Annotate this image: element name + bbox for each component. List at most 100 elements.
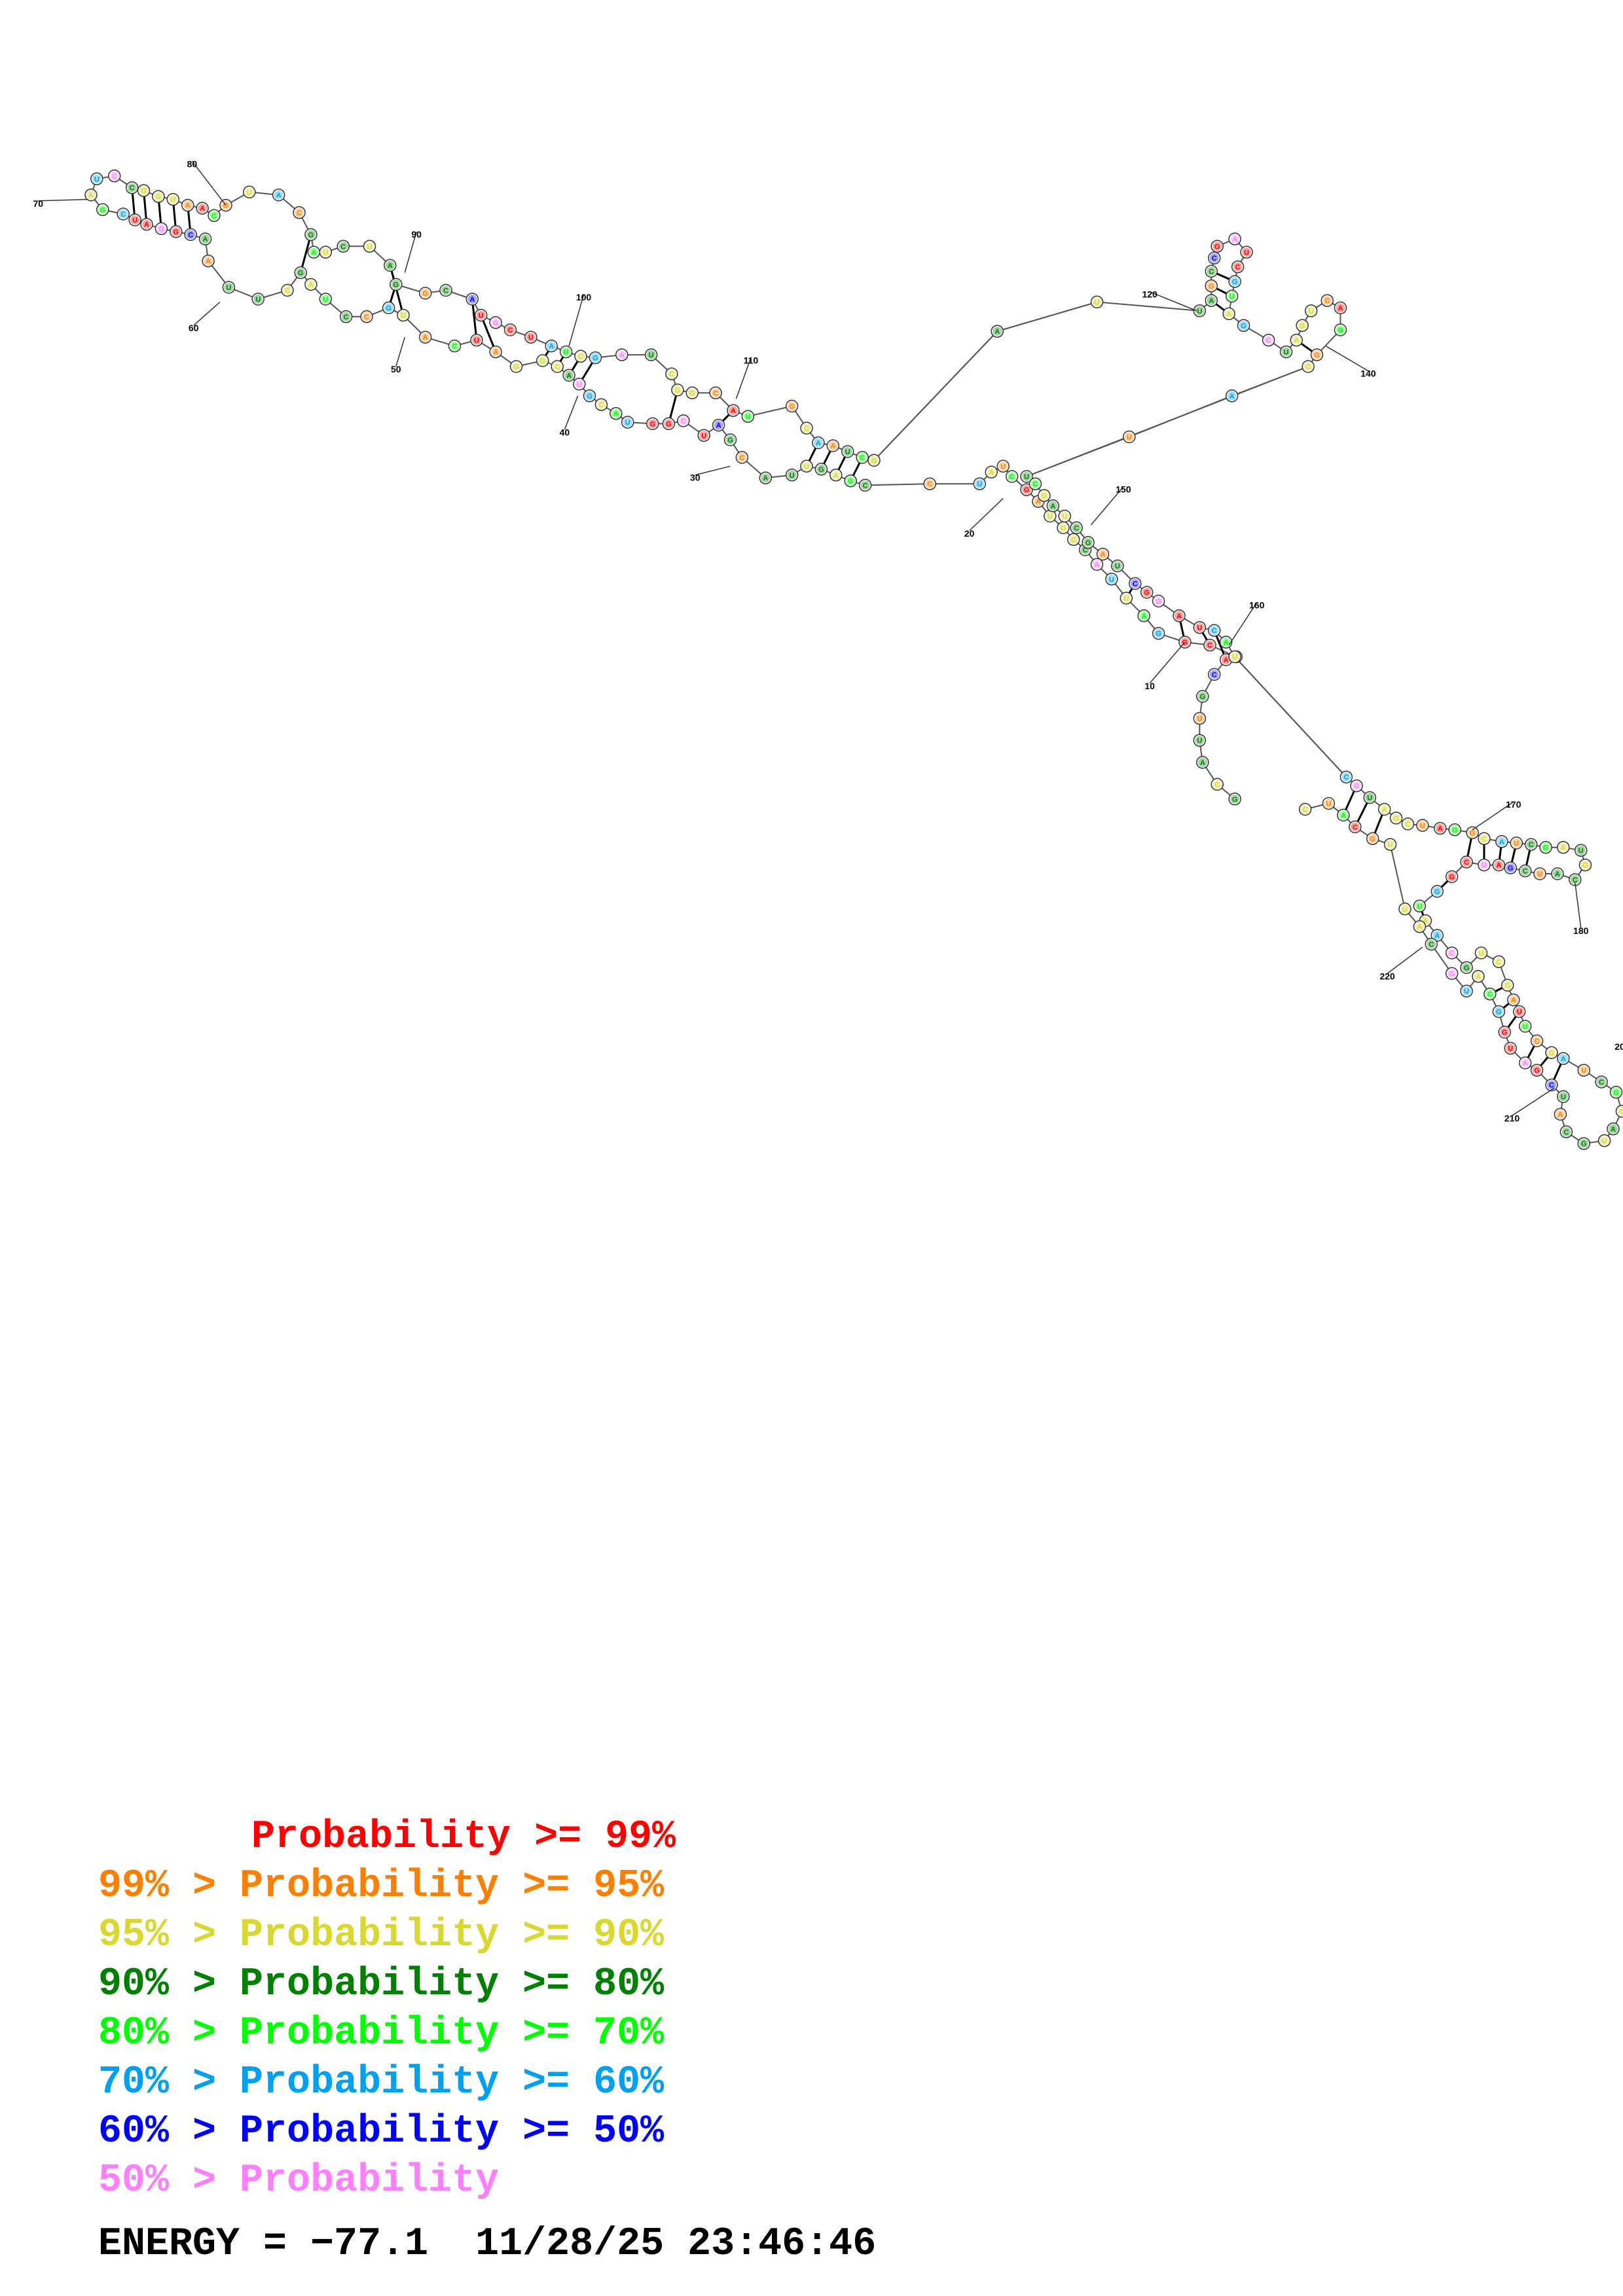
nucleotide-node: C [184, 228, 197, 242]
nucleotide-node: U [1322, 797, 1336, 810]
nucleotide-node: C [1340, 770, 1353, 783]
nucleotide-node: A [1431, 929, 1444, 942]
legend-row-p60: 70% > Probability >= 60% [98, 2058, 676, 2108]
nucleotide-letter: G [1581, 1140, 1587, 1148]
nucleotide-letter: U [1561, 1094, 1566, 1102]
nucleotide-letter: G [1434, 888, 1440, 896]
nucleotide-node: G [1237, 319, 1250, 332]
nucleotide-letter: A [716, 422, 721, 430]
nucleotide-node: U [1111, 559, 1124, 573]
legend-text: Probability [240, 2159, 500, 2203]
nucleotide-node: A [1506, 993, 1520, 1007]
nucleotide-letter: A [493, 349, 498, 357]
base-pair-line [299, 234, 312, 274]
nucleotide-node: C [677, 414, 690, 427]
nucleotide-node: U [644, 348, 658, 361]
nucleotide-letter: C [1343, 774, 1349, 781]
nucleotide-node: G [1366, 832, 1379, 846]
nucleotide-letter: A [144, 221, 149, 229]
nucleotide-node: G [1020, 483, 1033, 496]
nucleotide-node: C [360, 310, 373, 323]
nucleotide-letter: U [1388, 841, 1393, 849]
base-pair-line [471, 298, 478, 340]
nucleotide-letter: A [1338, 304, 1343, 312]
nucleotide-node: A [826, 439, 840, 452]
nucleotide-node: G [1492, 1005, 1506, 1018]
legend-row-below: 50% > Probability [98, 2157, 676, 2206]
position-label: 80 [187, 158, 198, 169]
nucleotide-node: A [991, 325, 1004, 338]
nucleotide-node: C [709, 386, 722, 400]
legend-row-p70: 80% > Probability >= 70% [98, 2009, 676, 2058]
nucleotide-node: A [140, 217, 153, 231]
nucleotide-node: A [545, 339, 558, 353]
nucleotide-letter: A [1224, 639, 1229, 647]
nucleotide-node: A [1137, 609, 1150, 622]
nucleotide-letter: A [830, 442, 835, 450]
nucleotide-letter: C [860, 454, 865, 462]
nucleotide-letter: G [1449, 874, 1455, 882]
position-tick [38, 198, 88, 202]
nucleotide-node: C [1595, 1075, 1608, 1088]
nucleotide-node: U [996, 459, 1010, 473]
nucleotide-letter: U [1127, 434, 1132, 442]
nucleotide-letter: A [1434, 932, 1440, 940]
nucleotide-letter: C [1487, 991, 1493, 999]
nucleotide-letter: G [1209, 283, 1214, 291]
nucleotide-node: C [1518, 864, 1532, 878]
nucleotide-node: U [1460, 984, 1473, 997]
nucleotide-letter: G [493, 319, 499, 327]
position-tick [1228, 602, 1258, 646]
nucleotide-node: U [1597, 1134, 1611, 1147]
nucleotide-node: G [1445, 870, 1459, 884]
nucleotide-node: C [594, 398, 608, 411]
nucleotide-letter: C [285, 287, 290, 295]
nucleotide-letter: C [578, 353, 583, 361]
nucleotide-letter: C [508, 327, 513, 334]
nucleotide-node: G [1448, 823, 1461, 836]
nucleotide-node: G [1296, 319, 1309, 332]
nucleotide-node: C [1492, 955, 1506, 969]
nucleotide-letter: U [1581, 1067, 1586, 1075]
nucleotide-node: C [1545, 1078, 1558, 1092]
nucleotide-node: A [610, 406, 623, 420]
nucleotide-node: A [1228, 232, 1241, 245]
nucleotide-letter: A [763, 475, 768, 482]
probability-legend: Probability >= 99% 99% > Probability >= … [98, 1813, 676, 2206]
nucleotide-letter: A [388, 262, 393, 270]
nucleotide-letter: A [276, 192, 282, 200]
nucleotide-letter: U [1537, 870, 1542, 878]
nucleotide-node: G [1057, 521, 1070, 535]
nucleotide-node: U [524, 331, 538, 344]
nucleotide-node: U [1105, 573, 1118, 586]
nucleotide-node: U [166, 192, 180, 206]
nucleotide-node: G [785, 399, 799, 413]
nucleotide-letter: G [1232, 278, 1238, 286]
connector-line [1026, 366, 1309, 477]
nucleotide-node: G [1577, 1137, 1590, 1150]
nucleotide-letter: C [713, 389, 718, 397]
nucleotide-node: U [1020, 470, 1033, 483]
nucleotide-node: C [1203, 638, 1216, 652]
nucleotide-node: C [858, 478, 872, 492]
nucleotide-letter: U [1578, 847, 1584, 855]
nucleotide-letter: G [156, 193, 162, 201]
nucleotide-node: G [1578, 858, 1592, 872]
nucleotide-letter: C [188, 231, 193, 239]
nucleotide-node: G [589, 351, 602, 365]
nucleotide-node: G [1530, 1064, 1544, 1077]
nucleotide-node: G [662, 417, 676, 431]
nucleotide-node: U [573, 378, 586, 391]
nucleotide-node: A [196, 202, 209, 215]
connector-line [873, 331, 998, 461]
legend-prefix: 60% > [98, 2109, 240, 2154]
nucleotide-node: A [198, 232, 212, 245]
nucleotide-letter: G [1156, 630, 1161, 638]
nucleotide-letter: G [1200, 693, 1206, 701]
nucleotide-letter: C [340, 243, 346, 251]
nucleotide-node: A [1413, 920, 1427, 933]
nucleotide-letter: A [206, 258, 211, 266]
nucleotide-letter: G [1085, 539, 1091, 547]
connector-line [996, 301, 1097, 332]
nucleotide-letter: C [1209, 268, 1214, 276]
